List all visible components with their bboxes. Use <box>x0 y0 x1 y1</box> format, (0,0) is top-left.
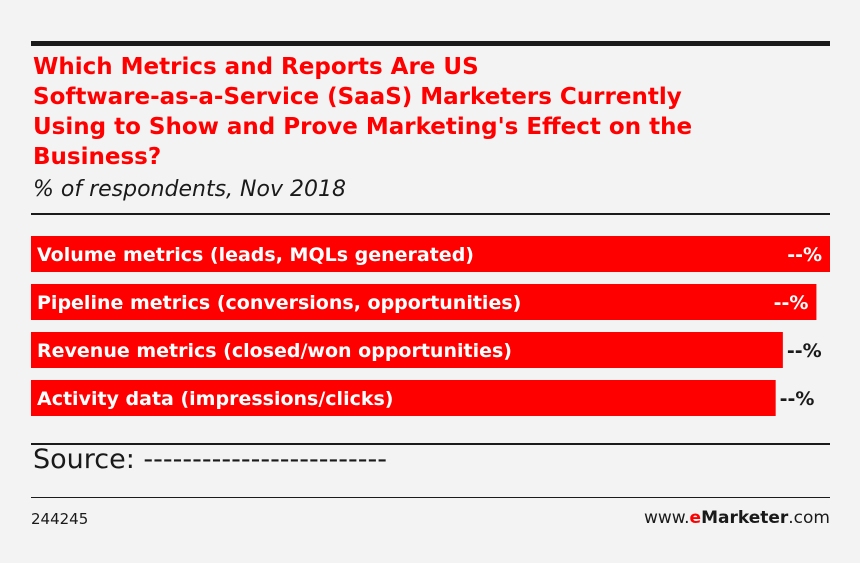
footer-rule <box>31 497 830 498</box>
chart-title-line: Using to Show and Prove Marketing's Effe… <box>33 114 693 140</box>
bar-label-3: Revenue metrics (closed/won opportunitie… <box>37 340 512 362</box>
brand-name: Marketer <box>701 508 789 528</box>
chart-title-line: Business? <box>33 144 162 170</box>
bar-value-2: --% <box>774 292 809 314</box>
top-rule <box>31 41 830 46</box>
bar-value-1: --% <box>787 244 822 266</box>
bar-3 <box>31 332 783 368</box>
brand-e: e <box>689 508 702 528</box>
bar-label-2: Pipeline metrics (conversions, opportuni… <box>37 292 521 314</box>
chart-title: Which Metrics and Reports Are US Softwar… <box>33 52 823 172</box>
brand-suffix: .com <box>788 508 830 528</box>
bar-4 <box>31 380 776 416</box>
header-rule <box>31 213 830 215</box>
bar-label-4: Activity data (impressions/clicks) <box>37 388 393 410</box>
bar-1 <box>31 236 830 272</box>
bar-label-1: Volume metrics (leads, MQLs generated) <box>37 244 474 266</box>
chart-title-line: Which Metrics and Reports Are US <box>33 54 479 80</box>
source-text: Source: ------------------------- <box>33 444 387 475</box>
bar-value-3: --% <box>787 340 822 362</box>
bar-value-4: --% <box>780 388 815 410</box>
chart-id: 244245 <box>31 510 89 528</box>
chart-title-line: Software-as-a-Service (SaaS) Marketers C… <box>33 84 682 110</box>
brand-url[interactable]: www.eMarketer.com <box>644 508 830 528</box>
bar-2 <box>31 284 817 320</box>
chart-bottom-rule <box>31 443 830 445</box>
chart-subtitle: % of respondents, Nov 2018 <box>33 177 346 202</box>
brand-prefix: www. <box>643 508 690 528</box>
